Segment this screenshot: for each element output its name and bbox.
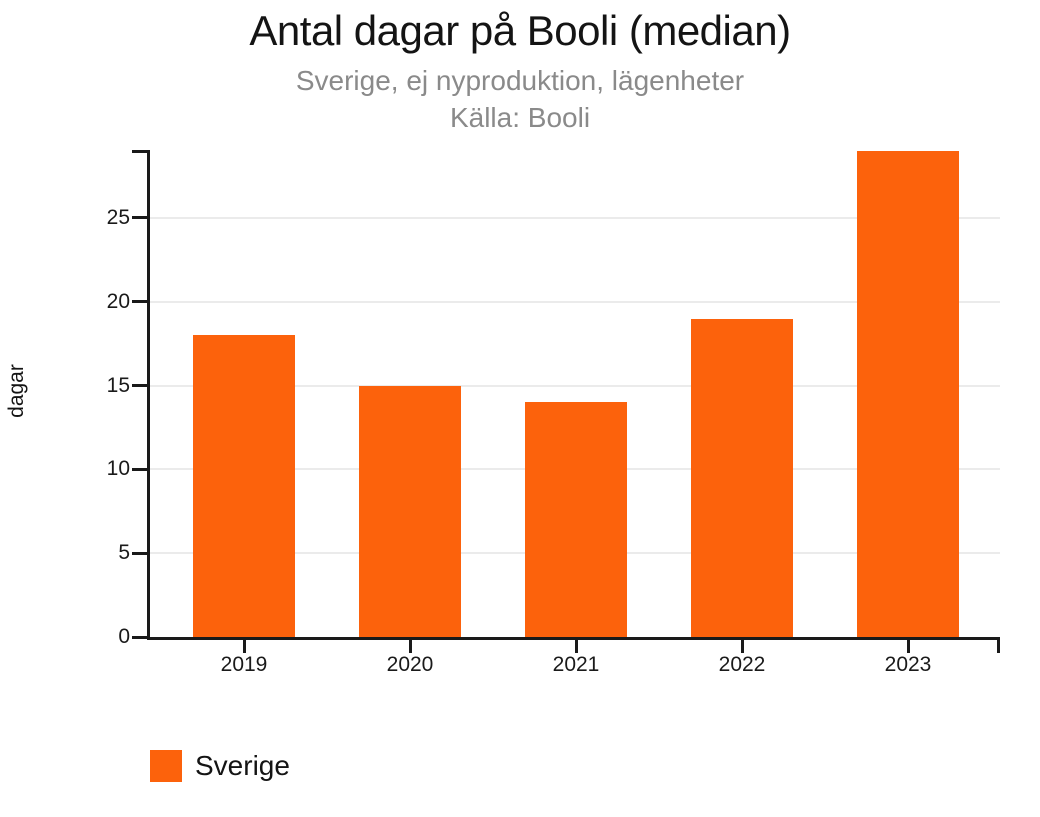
x-axis-line bbox=[147, 637, 1000, 640]
bar-2019[interactable] bbox=[193, 335, 295, 637]
plot-area: 0 5 10 15 20 25 2019 2020 2021 2022 2023 bbox=[107, 150, 1000, 676]
y-tick-label-20: 20 bbox=[106, 289, 130, 313]
y-tick-25 bbox=[132, 216, 147, 220]
legend-label: Sverige bbox=[195, 750, 290, 781]
gridline bbox=[150, 384, 1000, 387]
x-tick-2020 bbox=[408, 640, 412, 653]
y-tick-20 bbox=[132, 300, 147, 304]
bar-2023[interactable] bbox=[857, 150, 959, 637]
legend-item-sverige[interactable]: Sverige bbox=[150, 750, 290, 782]
gridline bbox=[150, 216, 1000, 219]
bar-2020[interactable] bbox=[359, 385, 461, 637]
y-tick-5 bbox=[132, 551, 147, 555]
x-tick-label-2020: 2020 bbox=[386, 653, 434, 676]
y-axis-label: dagar bbox=[5, 364, 28, 418]
x-axis-right-cap bbox=[997, 640, 1000, 653]
gridline bbox=[150, 300, 1000, 303]
y-tick-label-5: 5 bbox=[118, 541, 130, 565]
chart-title: Antal dagar på Booli (median) bbox=[249, 7, 791, 54]
y-tick-label-10: 10 bbox=[106, 457, 130, 481]
bar-2021[interactable] bbox=[525, 402, 627, 637]
chart-source-note: Källa: Booli bbox=[449, 102, 591, 133]
x-tick-2023 bbox=[906, 640, 910, 653]
x-tick-label-2022: 2022 bbox=[718, 653, 766, 676]
bar-2022[interactable] bbox=[691, 318, 793, 637]
y-tick-15 bbox=[132, 384, 147, 388]
y-tick-0 bbox=[132, 635, 147, 639]
y-axis-spine bbox=[147, 150, 150, 640]
x-tick-2019 bbox=[242, 640, 246, 653]
legend-swatch-icon bbox=[150, 750, 182, 782]
legend: Sverige bbox=[150, 750, 290, 782]
x-tick-label-2019: 2019 bbox=[220, 653, 268, 676]
x-tick-label-2021: 2021 bbox=[552, 653, 600, 676]
y-tick-label-25: 25 bbox=[106, 205, 130, 229]
y-tick-label-0: 0 bbox=[118, 625, 130, 648]
y-tick-label-15: 15 bbox=[106, 373, 130, 397]
y-axis-top-cap bbox=[132, 150, 147, 153]
x-tick-2022 bbox=[740, 640, 744, 653]
chart-subtitle: Sverige, ej nyproduktion, lägenheter bbox=[295, 65, 745, 96]
x-tick-label-2023: 2023 bbox=[884, 653, 932, 676]
y-tick-10 bbox=[132, 467, 147, 471]
x-tick-2021 bbox=[574, 640, 578, 653]
